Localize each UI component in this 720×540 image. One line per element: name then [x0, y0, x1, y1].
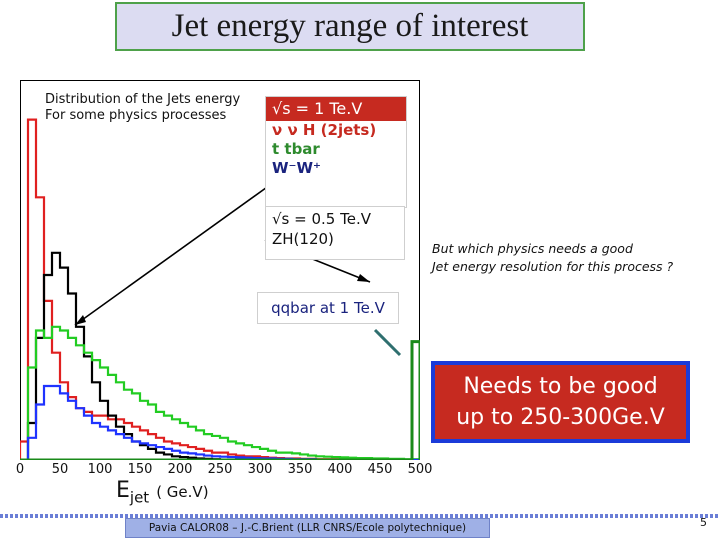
note-line-1: But which physics needs a good: [432, 241, 633, 256]
histogram-series-qqbar: [20, 340, 420, 460]
x-axis-label-unit: ( Ge.V): [156, 483, 209, 501]
x-tick-label: 300: [247, 462, 273, 477]
x-tick-label: 500: [407, 462, 433, 477]
x-axis-label-main: E: [116, 478, 130, 503]
x-tick-label: 150: [127, 462, 153, 477]
qqbar-label: qqbar at 1 Te.V: [257, 292, 399, 324]
x-tick-label: 250: [207, 462, 233, 477]
caption-line-2: For some physics processes: [45, 108, 227, 123]
page-number: 5: [700, 516, 707, 529]
histogram-series-blue: [20, 384, 420, 460]
note-line-2: Jet energy resolution for this process ?: [432, 259, 674, 274]
legend-0p5tev: √s = 0.5 Te.V ZH(120): [265, 206, 405, 260]
legend-entry-ww: W⁻W⁺: [272, 159, 321, 177]
callout-line-2: up to 250-300Ge.V: [456, 405, 665, 430]
histogram-series-black: [20, 251, 420, 460]
x-tick-label: 450: [367, 462, 393, 477]
x-tick-label: 50: [51, 462, 69, 477]
x-tick-label: 0: [15, 462, 25, 477]
legend-1tev-header: √s = 1 Te.V: [266, 97, 406, 121]
footer-divider: [0, 514, 720, 518]
x-axis-label: Ejet ( Ge.V): [116, 478, 209, 506]
legend-0p5tev-energy: √s = 0.5 Te.V: [272, 210, 371, 228]
arrowhead-red-peak: [75, 315, 86, 325]
arrowhead-black-peak: [357, 274, 370, 282]
arrow-to-qqbar-peak: [373, 328, 402, 357]
x-tick-label: 100: [87, 462, 113, 477]
footer-text: Pavia CALOR08 – J.-C.Brient (LLR CNRS/Ec…: [125, 518, 490, 538]
x-axis-label-sub: jet: [129, 488, 150, 507]
caption-line-1: Distribution of the Jets energy: [45, 92, 241, 107]
plot-caption: Distribution of the Jets energy For some…: [45, 92, 240, 124]
legend-entry-nunuh: ν ν H (2jets): [272, 121, 377, 139]
x-tick-label: 400: [327, 462, 353, 477]
slide-title-box: Jet energy range of interest: [115, 2, 585, 51]
physics-question-note: But which physics needs a good Jet energ…: [432, 240, 673, 276]
slide-title: Jet energy range of interest: [171, 8, 529, 44]
x-tick-label: 350: [287, 462, 313, 477]
histogram-series-green: [20, 325, 420, 460]
legend-0p5tev-process: ZH(120): [272, 230, 334, 248]
x-tick-label: 200: [167, 462, 193, 477]
arrow-to-red-peak: [74, 184, 271, 326]
energy-requirement-callout: Needs to be good up to 250-300Ge.V: [431, 361, 690, 443]
histogram-plot: [20, 118, 420, 460]
x-axis-ticks: 0 50 100 150 200 250 300 350 400 450 500: [0, 462, 720, 480]
legend-1tev: √s = 1 Te.V ν ν H (2jets) t tbar W⁻W⁺: [265, 96, 407, 208]
legend-entry-ttbar: t tbar: [272, 140, 320, 158]
callout-line-1: Needs to be good: [463, 374, 658, 399]
